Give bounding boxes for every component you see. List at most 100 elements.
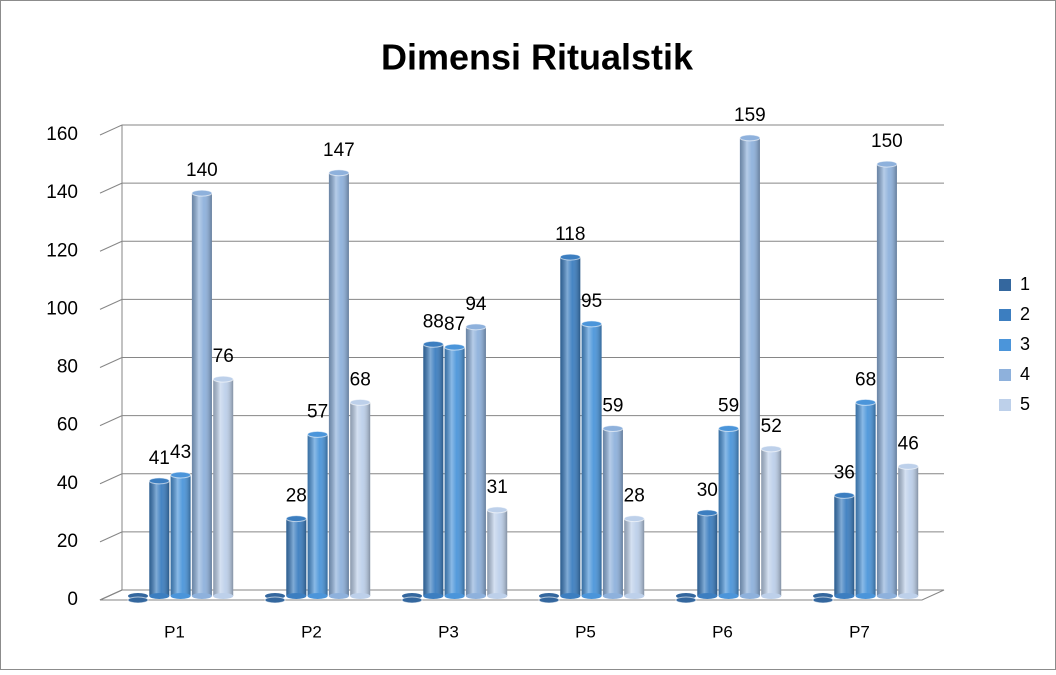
bar-top	[148, 477, 170, 485]
bar-shade	[718, 428, 739, 596]
grid-line	[99, 531, 123, 543]
bar-shade	[876, 164, 897, 596]
bar-top	[812, 596, 834, 604]
bar-top	[191, 189, 213, 197]
data-label: 52	[761, 416, 782, 437]
data-label: 46	[898, 433, 919, 454]
bar-shade	[307, 434, 328, 596]
bar-base	[624, 593, 645, 599]
bar-base	[465, 593, 486, 599]
data-label: 87	[444, 314, 465, 335]
data-label: 30	[697, 480, 718, 501]
x-tick-label: P1	[164, 622, 185, 641]
bar-top	[696, 509, 718, 517]
bar-top	[623, 515, 645, 523]
bar-top	[349, 398, 371, 406]
floor	[99, 589, 945, 601]
data-label: 36	[834, 462, 855, 483]
bar-base	[213, 593, 234, 599]
bar-base	[876, 593, 897, 599]
bar-top	[422, 340, 444, 348]
bar-shade	[149, 480, 170, 596]
y-tick-label: 100	[46, 298, 78, 319]
bar-shade	[697, 512, 718, 596]
grid-line	[99, 182, 123, 194]
bar-top	[675, 596, 697, 604]
bar-top	[718, 425, 740, 433]
legend-label: 3	[1020, 334, 1030, 354]
data-label: 43	[170, 442, 191, 463]
bar-base	[697, 593, 718, 599]
y-tick-label: 160	[46, 124, 78, 145]
bar-base	[855, 593, 876, 599]
x-tick-label: P7	[849, 622, 870, 641]
bar-shade	[213, 379, 234, 596]
bar-top	[127, 596, 149, 604]
data-label: 76	[213, 346, 234, 367]
bar-top	[465, 323, 487, 331]
bar-top	[170, 471, 192, 479]
bar-shade	[350, 402, 371, 596]
bar-base	[444, 593, 465, 599]
legend-swatch	[999, 339, 1011, 351]
grid-line	[99, 415, 123, 427]
data-label: 41	[149, 448, 170, 469]
bar-shade	[465, 326, 486, 596]
data-label: 150	[871, 131, 903, 152]
bar-base	[307, 593, 328, 599]
bar-top	[559, 253, 581, 261]
bar-top	[855, 398, 877, 406]
bar-top	[486, 506, 508, 514]
bar-shade	[191, 193, 212, 596]
legend-swatch	[999, 279, 1011, 291]
bar-top	[581, 320, 603, 328]
chart-title: Dimensi Ritualstik	[381, 37, 694, 78]
data-label: 59	[718, 396, 739, 417]
bar-base	[286, 593, 307, 599]
data-label: 140	[186, 160, 218, 181]
bar-top	[444, 343, 466, 351]
grid-line	[99, 298, 123, 310]
legend-label: 5	[1020, 394, 1030, 414]
grid-line	[99, 240, 123, 252]
y-tick-label: 80	[57, 357, 78, 378]
bar-base	[350, 593, 371, 599]
bar-base	[423, 593, 444, 599]
bar-top	[285, 515, 307, 523]
x-tick-label: P3	[438, 622, 459, 641]
bar-top	[328, 169, 350, 177]
bar-shade	[761, 448, 782, 596]
data-label: 57	[307, 401, 328, 422]
bar-base	[761, 593, 782, 599]
bar-shade	[560, 257, 581, 596]
data-label: 68	[350, 369, 371, 390]
grid-line	[99, 473, 123, 485]
bar-shade	[739, 137, 760, 596]
bar-base	[170, 593, 191, 599]
bar-top	[538, 596, 560, 604]
bar-base	[898, 593, 919, 599]
bar-base	[718, 593, 739, 599]
grid-line	[99, 357, 123, 368]
y-tick-label: 40	[57, 473, 78, 494]
bar-shade	[834, 495, 855, 596]
x-tick-label: P6	[712, 622, 733, 641]
bar-base	[834, 593, 855, 599]
bar-top	[739, 134, 761, 142]
bar-top	[307, 430, 329, 438]
legend-swatch	[999, 369, 1011, 381]
bar-top	[760, 445, 782, 453]
x-tick-label: P2	[301, 622, 322, 641]
bar-top	[212, 375, 234, 383]
bar-base	[328, 593, 349, 599]
data-label: 28	[624, 486, 645, 507]
bar-top	[401, 596, 423, 604]
y-tick-label: 20	[57, 531, 78, 552]
data-label: 94	[465, 294, 487, 315]
data-label: 59	[602, 396, 623, 417]
bar-shade	[581, 323, 602, 596]
y-tick-label: 140	[46, 182, 78, 203]
data-label: 95	[581, 291, 602, 312]
bar-shade	[423, 344, 444, 596]
